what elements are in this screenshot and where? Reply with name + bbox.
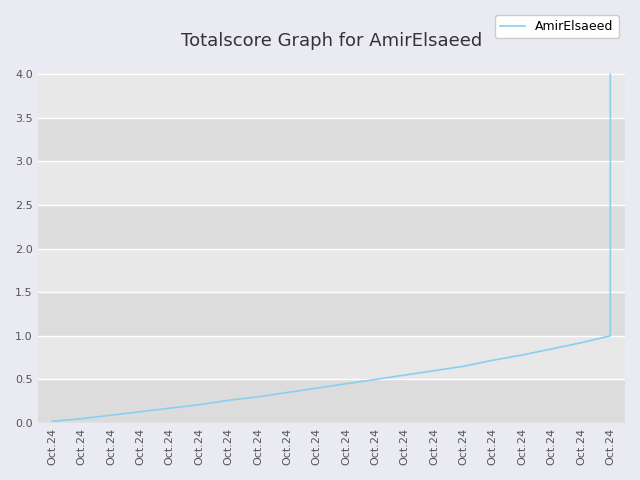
AmirElsaeed bbox=[607, 72, 614, 77]
AmirElsaeed bbox=[342, 381, 350, 387]
Bar bbox=[38, 118, 625, 161]
Bar bbox=[38, 74, 625, 118]
Title: Totalscore Graph for AmirElsaeed: Totalscore Graph for AmirElsaeed bbox=[180, 32, 482, 50]
Bar bbox=[38, 336, 625, 379]
AmirElsaeed bbox=[254, 394, 262, 400]
Bar bbox=[38, 249, 625, 292]
AmirElsaeed bbox=[225, 397, 232, 403]
Bar bbox=[38, 161, 625, 205]
AmirElsaeed bbox=[49, 419, 56, 424]
AmirElsaeed bbox=[607, 202, 614, 208]
AmirElsaeed bbox=[284, 390, 291, 396]
AmirElsaeed bbox=[401, 372, 408, 378]
AmirElsaeed bbox=[460, 363, 467, 369]
Bar bbox=[38, 292, 625, 336]
AmirElsaeed bbox=[548, 346, 556, 352]
Line: AmirElsaeed: AmirElsaeed bbox=[52, 74, 611, 421]
AmirElsaeed bbox=[78, 416, 86, 421]
AmirElsaeed bbox=[371, 376, 379, 382]
Bar bbox=[38, 379, 625, 423]
AmirElsaeed bbox=[166, 405, 173, 411]
AmirElsaeed bbox=[489, 357, 497, 363]
AmirElsaeed bbox=[136, 409, 144, 415]
Legend: AmirElsaeed: AmirElsaeed bbox=[495, 15, 619, 38]
AmirElsaeed bbox=[313, 385, 321, 391]
AmirElsaeed bbox=[430, 368, 438, 373]
AmirElsaeed bbox=[195, 402, 203, 408]
AmirElsaeed bbox=[577, 340, 585, 346]
AmirElsaeed bbox=[518, 352, 526, 358]
AmirElsaeed bbox=[107, 412, 115, 418]
AmirElsaeed bbox=[607, 333, 614, 339]
Bar bbox=[38, 205, 625, 249]
